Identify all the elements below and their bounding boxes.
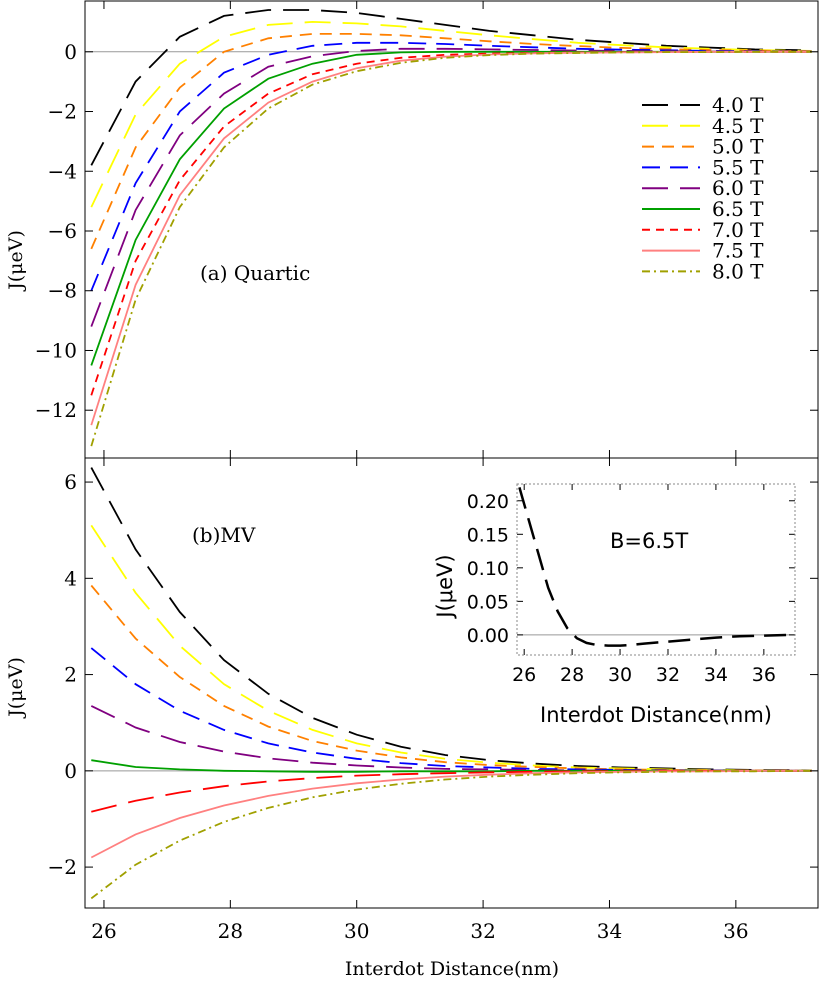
legend-label: 5.5 T: [712, 155, 764, 179]
y-tick-label: 0: [64, 759, 77, 783]
series-line-7_5t: [90, 50, 812, 426]
panel-a-frame: [84, 0, 819, 459]
x-tick-label: 34: [597, 919, 622, 943]
inset-series: [518, 487, 793, 647]
y-tick-label: 0.20: [467, 491, 509, 513]
x-tick-label: 34: [704, 664, 728, 686]
series-line-b6_5t: [518, 487, 793, 647]
y-tick-label: 0.00: [467, 625, 509, 647]
legend-label: 7.0 T: [712, 218, 764, 242]
x-tick-label: 26: [91, 919, 116, 943]
series-line-4_0t: [90, 9, 812, 166]
series-line-8_0t: [90, 769, 812, 900]
x-tick-label: 36: [752, 664, 776, 686]
panel-a-ticks: −12 −10 −8 −6 −4 −2 0: [35, 1, 818, 458]
series-line-5_0t: [90, 33, 812, 250]
y-tick-label: 4: [64, 566, 77, 590]
series-line-6_5t: [90, 50, 812, 366]
y-tick-label: −10: [35, 338, 77, 362]
y-tick-label: 0: [64, 40, 77, 64]
panel-a-y-axis-label: J(μeV): [5, 230, 27, 292]
y-tick-label: 0.10: [467, 558, 509, 580]
y-tick-label: −12: [35, 398, 77, 422]
panel-a-series: [90, 9, 812, 447]
panel-a-quartic: −12−10−8−6−4−20 (a) Quartic 4.0 T4.5 T5.…: [5, 0, 819, 459]
x-tick-label: 28: [560, 664, 584, 686]
inset-x-axis-label: Interdot Distance(nm): [540, 703, 772, 727]
panel-b-annotation: (b)MV: [192, 523, 256, 547]
y-tick-label: −2: [48, 855, 77, 879]
x-tick-label: 28: [218, 919, 243, 943]
y-tick-label: 6: [64, 470, 77, 494]
legend-label: 4.5 T: [712, 114, 764, 138]
inset-y-axis-label: J(μeV): [433, 554, 457, 619]
panel-b-frame: [84, 457, 819, 909]
inset-background: [517, 484, 795, 655]
panel-b-ticks: −2 0 2 4 6 26 28 30 32 34 36: [48, 458, 818, 943]
legend-label: 6.0 T: [712, 176, 764, 200]
x-tick-label: 30: [608, 664, 632, 686]
legend-label: 7.5 T: [712, 239, 764, 263]
panel-b-x-axis-label: Interdot Distance(nm): [345, 958, 559, 980]
series-line-8_0t: [90, 50, 812, 447]
y-tick-label: −2: [48, 100, 77, 124]
legend-label: 5.0 T: [712, 135, 764, 159]
series-line-4_0t: [90, 467, 812, 772]
x-tick-label: 36: [723, 919, 748, 943]
panel-b-y-axis-label: J(μeV): [5, 657, 27, 719]
x-tick-label: 32: [470, 919, 495, 943]
x-tick-label: 30: [344, 919, 369, 943]
y-tick-label: 2: [64, 663, 77, 687]
inset-annotation: B=6.5T: [610, 529, 688, 553]
legend-label: 6.5 T: [712, 197, 764, 221]
series-line-7_0t: [90, 50, 812, 396]
panel-a-legend: 4.0 T4.5 T5.0 T5.5 T6.0 T6.5 T7.0 T7.5 T…: [642, 93, 764, 283]
y-tick-label: −8: [48, 279, 77, 303]
y-tick-label: −4: [48, 159, 77, 183]
panel-b-mv: −2 0 2 4 6 26 28 30 32 34 36 (b)MV J(μeV) Interdot…: [5, 457, 819, 980]
series-line-7_5t: [90, 769, 812, 859]
x-tick-label: 26: [512, 664, 536, 686]
y-tick-label: 0.05: [467, 591, 509, 613]
y-tick-label: −6: [48, 219, 77, 243]
x-tick-label: 32: [656, 664, 680, 686]
legend-label: 8.0 T: [712, 259, 764, 283]
series-line-5_5t: [90, 41, 812, 292]
y-tick-label: 0.15: [467, 524, 509, 546]
panel-a-annotation: (a) Quartic: [200, 261, 310, 285]
inset-frame: [516, 483, 796, 656]
legend-label: 4.0 T: [712, 93, 764, 117]
panel-b-series: [90, 467, 812, 900]
series-line-4_5t: [90, 20, 812, 208]
series-line-6_0t: [90, 705, 812, 772]
inset-ticks: 0.00 0.05 0.10 0.15 0.20 26 28 30 32 34 36: [467, 484, 795, 686]
